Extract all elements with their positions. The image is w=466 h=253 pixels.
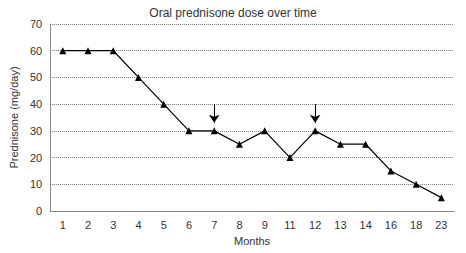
svg-text:16: 16 [385, 219, 397, 231]
svg-text:7: 7 [211, 219, 217, 231]
svg-text:13: 13 [334, 219, 346, 231]
svg-text:9: 9 [262, 219, 268, 231]
svg-text:60: 60 [30, 45, 42, 57]
svg-text:30: 30 [30, 125, 42, 137]
svg-text:Prednisone (mg/day): Prednisone (mg/day) [8, 66, 20, 168]
svg-text:8: 8 [236, 219, 242, 231]
svg-text:3: 3 [110, 219, 116, 231]
svg-text:6: 6 [186, 219, 192, 231]
svg-text:20: 20 [30, 152, 42, 164]
svg-text:1: 1 [60, 219, 66, 231]
svg-text:12: 12 [309, 219, 321, 231]
svg-text:5: 5 [161, 219, 167, 231]
svg-text:40: 40 [30, 98, 42, 110]
svg-text:11: 11 [284, 219, 295, 231]
svg-text:70: 70 [30, 18, 42, 30]
svg-text:2: 2 [85, 219, 91, 231]
svg-text:Months: Months [234, 235, 271, 247]
svg-text:50: 50 [30, 71, 42, 83]
svg-text:10: 10 [30, 178, 42, 190]
svg-text:14: 14 [360, 219, 372, 231]
svg-text:23: 23 [435, 219, 447, 231]
svg-text:0: 0 [36, 205, 42, 217]
svg-text:18: 18 [410, 219, 422, 231]
svg-text:Oral prednisone dose over time: Oral prednisone dose over time [149, 6, 317, 20]
svg-text:4: 4 [135, 219, 141, 231]
